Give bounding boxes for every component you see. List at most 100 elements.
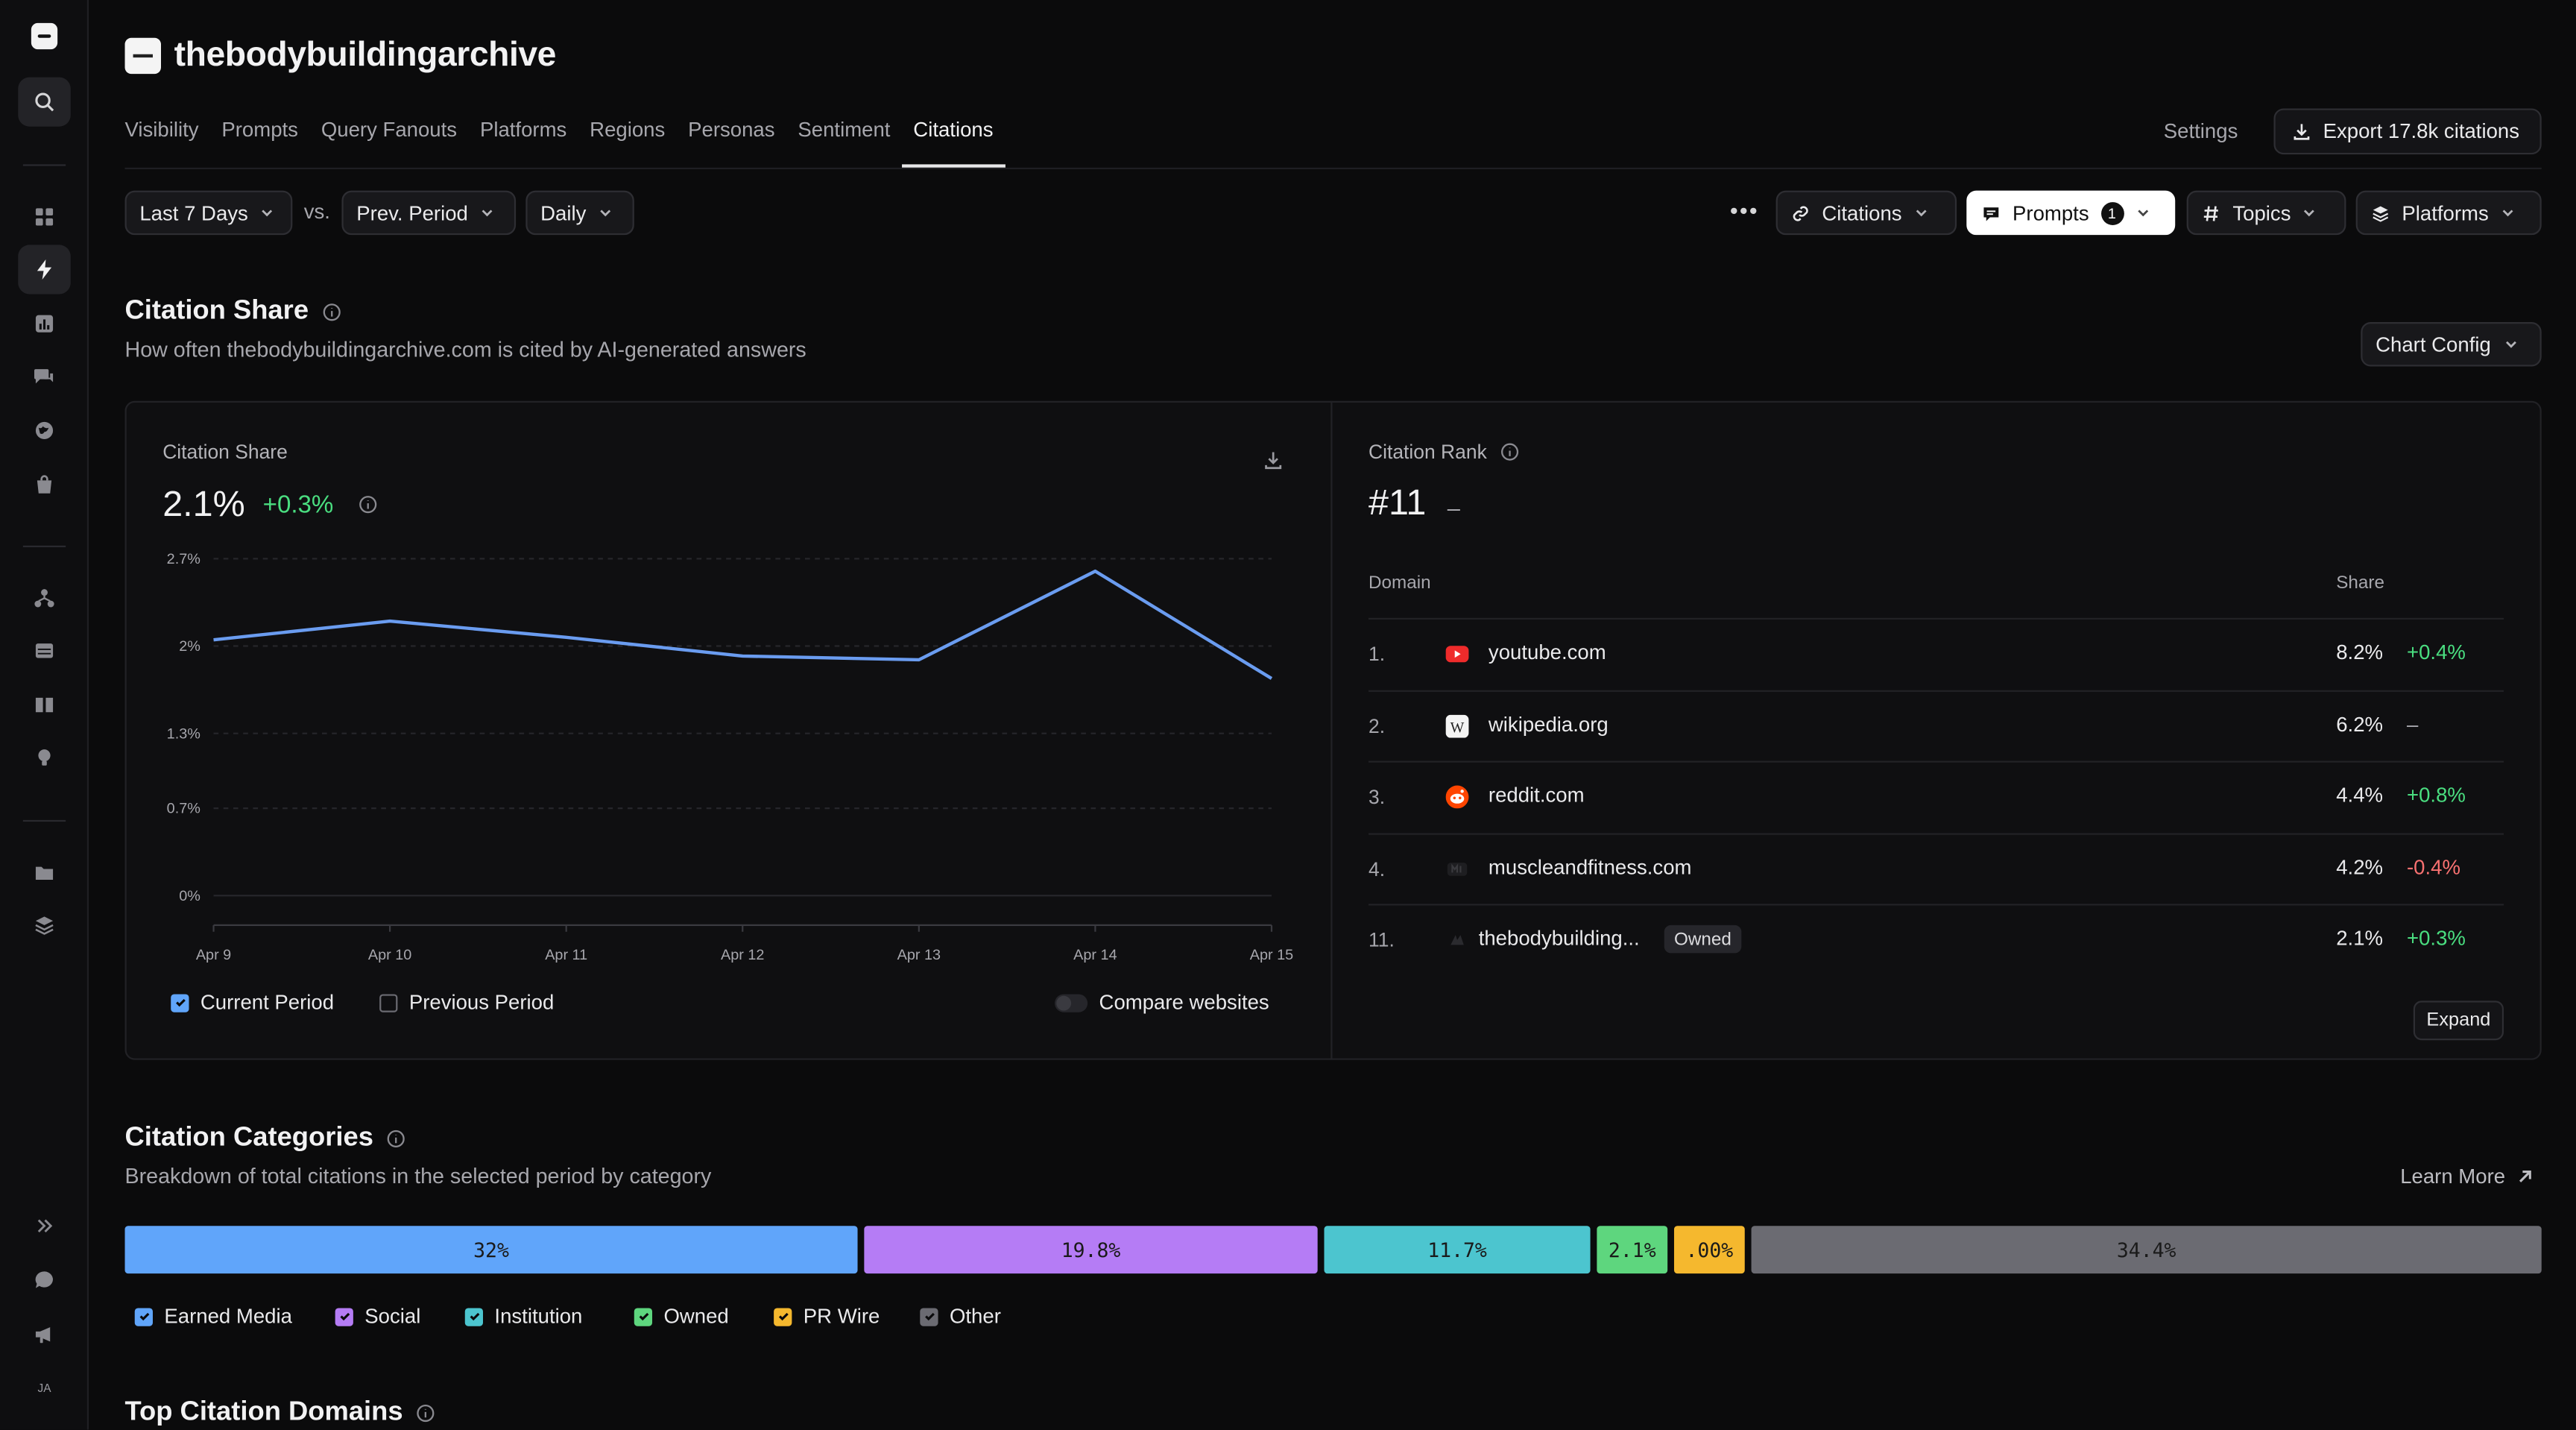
rank-panel-label: Citation Rank (1368, 441, 1520, 464)
category-bar-pr-wire[interactable]: .00% (1673, 1226, 1745, 1274)
sidebar-item-table[interactable] (18, 626, 71, 675)
sidebar-item-analytics[interactable] (18, 245, 71, 294)
legend-institution[interactable]: Institution (464, 1305, 583, 1328)
tab-visibility[interactable]: Visibility (124, 118, 199, 142)
message-icon (35, 1271, 53, 1288)
info-icon[interactable] (358, 494, 377, 514)
sidebar-item-reports[interactable] (18, 299, 71, 348)
info-icon[interactable] (387, 1128, 406, 1147)
expand-button[interactable]: Expand (2413, 1001, 2504, 1041)
category-bar-earned-media[interactable]: 32% (124, 1226, 858, 1274)
legend-label: Institution (494, 1305, 583, 1328)
info-icon[interactable] (416, 1402, 435, 1422)
user-avatar[interactable]: JA (37, 1382, 51, 1395)
domain-share: 4.2% (2336, 856, 2384, 880)
sidebar-item-structure[interactable] (18, 573, 71, 623)
platforms-filter-dropdown[interactable]: Platforms (2355, 190, 2542, 236)
category-bar-institution[interactable]: 11.7% (1324, 1226, 1591, 1274)
app-logo[interactable] (31, 22, 58, 50)
rank-number: 1. (1368, 642, 1386, 666)
legend-other[interactable]: Other (920, 1305, 1001, 1328)
download-chart-icon[interactable] (1262, 449, 1285, 472)
toggle-switch[interactable] (1055, 993, 1088, 1012)
legend-social[interactable]: Social (335, 1305, 420, 1328)
category-bar-owned[interactable]: 2.1% (1597, 1226, 1668, 1274)
period-dropdown[interactable]: Last 7 Days (124, 190, 293, 236)
export-label: Export 17.8k citations (2323, 119, 2520, 143)
hierarchy-icon (34, 589, 54, 608)
announcements-button[interactable] (18, 1310, 71, 1359)
checkbox-checked-icon (335, 1307, 353, 1326)
tab-regions[interactable]: Regions (590, 118, 666, 142)
citation-categories-subtitle: Breakdown of total citations in the sele… (124, 1163, 712, 1188)
domain-name[interactable]: thebodybuilding... (1478, 927, 1640, 950)
tab-query-fanouts[interactable]: Query Fanouts (321, 118, 458, 142)
domain-share: 8.2% (2336, 640, 2384, 664)
table-row[interactable]: 4. muscleandfitness.com 4.2% -0.4% (1368, 833, 2504, 905)
compare-dropdown[interactable]: Prev. Period (341, 190, 517, 236)
granularity-dropdown[interactable]: Daily (525, 190, 634, 236)
legend-earned-media[interactable]: Earned Media (134, 1305, 292, 1328)
chart-config-dropdown[interactable]: Chart Config (2361, 322, 2542, 367)
domain-name[interactable]: wikipedia.org (1488, 713, 1609, 737)
legend-owned[interactable]: Owned (634, 1305, 729, 1328)
domain-name[interactable]: youtube.com (1488, 640, 1606, 664)
checkbox-checked-icon (464, 1307, 484, 1326)
sidebar-divider (22, 819, 66, 822)
citation-share-chart: 2.7% 2% 1.3% 0.7% 0% Apr 9 Apr 10 Apr 11 Apr 12… (167, 551, 1293, 963)
tab-prompts[interactable]: Prompts (221, 118, 298, 142)
tab-sentiment[interactable]: Sentiment (798, 118, 891, 142)
legend-current-period[interactable]: Current Period (171, 991, 334, 1014)
sidebar-item-docs[interactable] (18, 680, 71, 729)
rank-number: 11. (1368, 928, 1395, 952)
learn-more-link[interactable]: Learn More (2400, 1165, 2533, 1188)
search-button[interactable] (18, 77, 71, 127)
checkbox-unchecked-icon (379, 993, 398, 1012)
x-tick-label: Apr 14 (1073, 947, 1117, 963)
rank-change: – (1447, 494, 1460, 521)
domain-change: +0.3% (2407, 927, 2466, 950)
sidebar-item-conversations[interactable] (18, 352, 71, 401)
legend-pr-wire[interactable]: PR Wire (774, 1305, 880, 1328)
info-icon[interactable] (1500, 442, 1519, 462)
sidebar-divider (22, 164, 66, 166)
prompts-filter-dropdown[interactable]: Prompts 1 (1966, 190, 2176, 236)
sidebar-item-dashboard[interactable] (18, 192, 71, 242)
chat-icon (34, 369, 54, 384)
table-row[interactable]: 2. W wikipedia.org 6.2% – (1368, 690, 2504, 763)
legend-label: Earned Media (164, 1305, 292, 1328)
support-chat-button[interactable] (18, 1256, 71, 1305)
export-button[interactable]: Export 17.8k citations (2273, 108, 2542, 155)
category-bar-other[interactable]: 34.4% (1751, 1226, 2542, 1274)
topics-filter-dropdown[interactable]: Topics (2186, 190, 2346, 236)
table-row[interactable]: 3. reddit.com 4.4% +0.8% (1368, 760, 2504, 833)
citations-filter-dropdown[interactable]: Citations (1775, 190, 1957, 236)
sidebar-item-global[interactable] (18, 406, 71, 455)
tab-personas[interactable]: Personas (688, 118, 775, 142)
compare-websites-toggle[interactable]: Compare websites (1055, 991, 1269, 1014)
sidebar-item-shop[interactable] (18, 460, 71, 509)
column-header-share: Share (2336, 573, 2384, 593)
legend-previous-period[interactable]: Previous Period (379, 991, 554, 1014)
domain-share: 4.4% (2336, 784, 2384, 807)
settings-link[interactable]: Settings (2163, 119, 2238, 143)
table-row[interactable]: 11. thebodybuilding... Owned 2.1% +0.3% (1368, 904, 2504, 976)
sidebar-item-ideas[interactable] (18, 733, 71, 782)
more-options-icon[interactable]: ••• (1729, 197, 1759, 224)
granularity-value: Daily (540, 201, 587, 224)
domain-name[interactable]: reddit.com (1488, 784, 1585, 807)
category-bar-social[interactable]: 19.8% (864, 1226, 1318, 1274)
tab-citations[interactable]: Citations (901, 119, 1005, 168)
domain-change: -0.4% (2407, 856, 2460, 880)
x-tick-label: Apr 11 (545, 947, 587, 963)
tab-platforms[interactable]: Platforms (479, 118, 567, 142)
domain-name[interactable]: muscleandfitness.com (1488, 856, 1692, 880)
platforms-filter-label: Platforms (2402, 201, 2489, 224)
sidebar-item-folders[interactable] (18, 848, 71, 897)
expand-sidebar-button[interactable] (18, 1201, 71, 1250)
megaphone-icon (35, 1327, 51, 1344)
table-row[interactable]: 1. youtube.com 8.2% +0.4% (1368, 617, 2504, 690)
sidebar-item-layers[interactable] (18, 901, 71, 950)
info-icon[interactable] (322, 301, 341, 321)
search-icon (35, 92, 54, 112)
